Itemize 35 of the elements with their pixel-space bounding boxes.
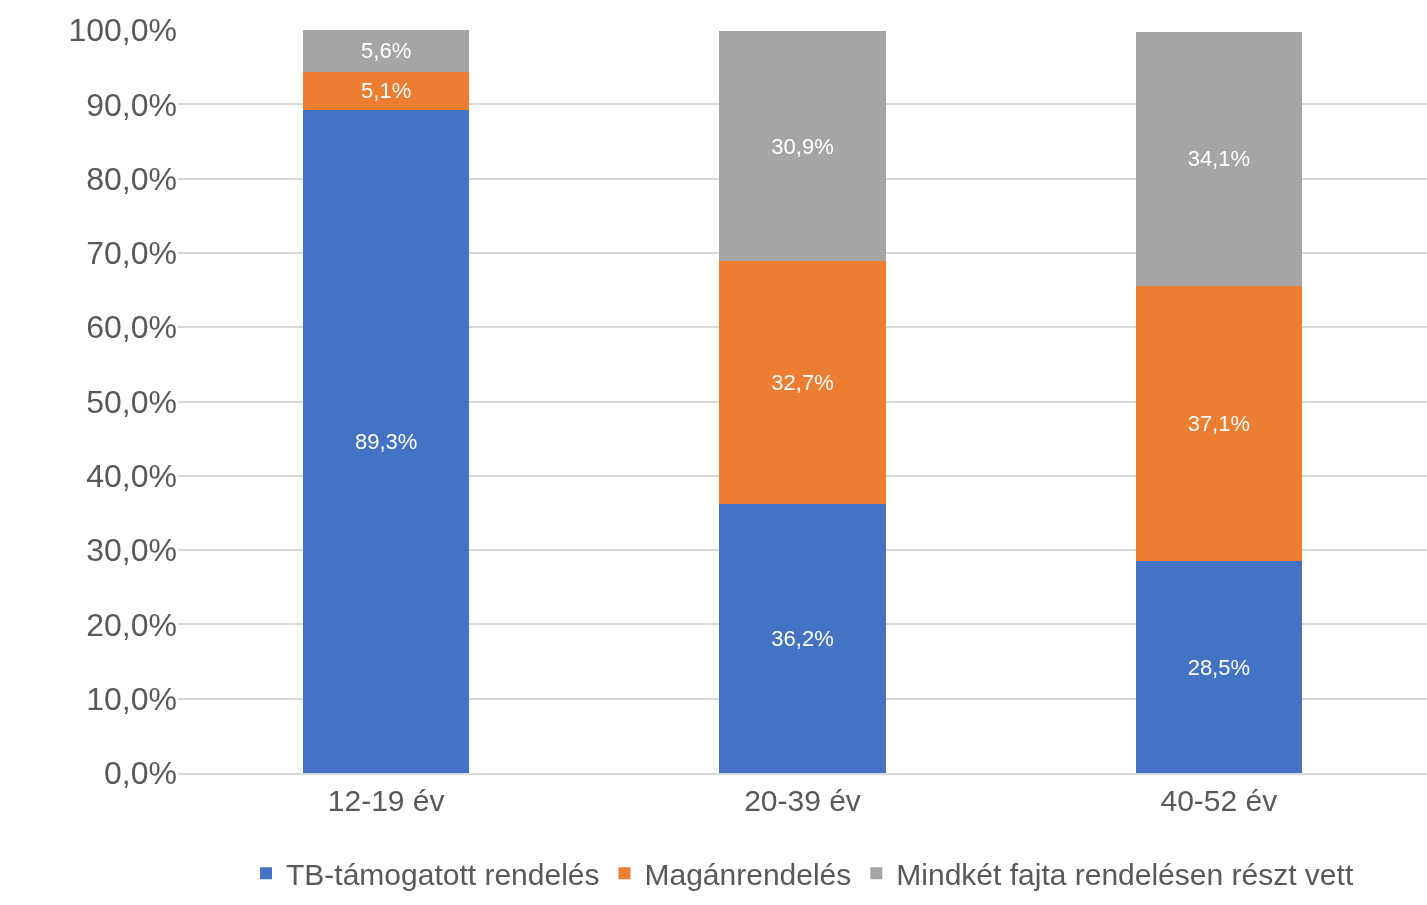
bar: [302, 109, 470, 773]
bar: [719, 31, 886, 262]
legend-label: TB-támogatott rendelés: [286, 858, 600, 891]
bar: [302, 30, 470, 72]
y-tick-label: 20,0%: [86, 606, 177, 643]
data-label: 5,1%: [361, 78, 412, 104]
x-tick-label: 40-52 év: [1160, 783, 1278, 817]
legend-label: Mindkét fajta rendelésen részt vett: [896, 858, 1354, 891]
data-label: 32,7%: [771, 370, 834, 396]
bar: [1135, 285, 1303, 562]
data-label: 37,1%: [1187, 410, 1251, 436]
y-tick-label: 90,0%: [86, 86, 177, 123]
data-label: 36,2%: [771, 626, 834, 652]
data-label: 34,1%: [1187, 146, 1251, 172]
y-tick-label: 100,0%: [68, 12, 177, 49]
bar: [719, 504, 886, 773]
x-tick-label: 20-39 év: [744, 783, 861, 817]
data-label: 5,6%: [361, 38, 412, 64]
y-tick-label: 40,0%: [86, 458, 177, 494]
y-tick-label: 50,0%: [86, 383, 177, 420]
bar: [1135, 561, 1303, 773]
y-tick-label: 30,0%: [86, 532, 177, 569]
y-tick-label: 60,0%: [86, 309, 177, 346]
data-label: 89,3%: [354, 428, 418, 454]
data-label: 30,9%: [771, 133, 834, 159]
data-label: 28,5%: [1187, 654, 1251, 680]
x-tick-label: 12-19 év: [327, 783, 445, 817]
y-tick-label: 80,0%: [86, 160, 177, 197]
y-tick-label: 10,0%: [86, 680, 177, 717]
bar: [719, 261, 886, 505]
y-tick-label: 70,0%: [86, 235, 177, 272]
legend-label: Magánrendelés: [644, 858, 852, 891]
bar: [302, 71, 470, 110]
y-tick-label: 0,0%: [104, 755, 177, 792]
bar: [1135, 32, 1303, 286]
